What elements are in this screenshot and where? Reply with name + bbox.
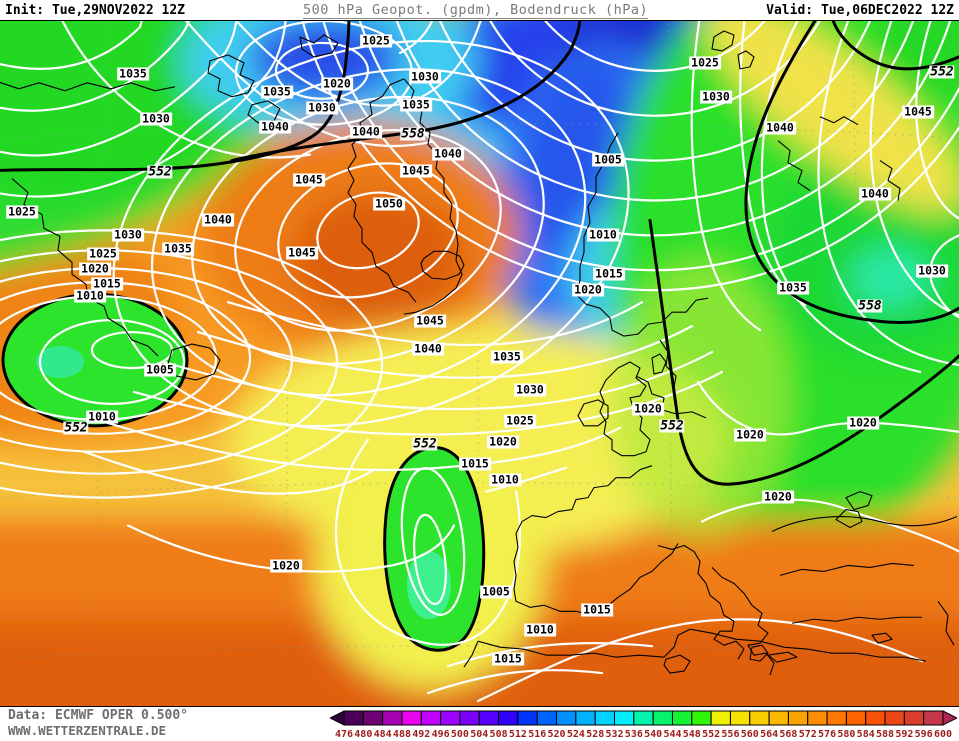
colorbar-segment [729,710,751,726]
chart-footer: Data: ECMWF OPER 0.500° WWW.WETTERZENTRA… [0,707,959,741]
colorbar-tick-label: 552 [702,729,720,740]
colorbar-tick-label: 560 [741,729,759,740]
colorbar-segment [478,710,500,726]
colorbar-segment [826,710,847,726]
colorbar-segment [440,710,461,726]
colorbar-segment [691,710,712,726]
geopotential-colorbar: 476 480 484 488 492 496 500 504 508 512 516 520 524 5… [330,710,957,740]
colorbar-tick-label: 528 [586,729,604,740]
weather-map: 1025 1030 1035 1025 1020 1015 1010 1005 1010 1035… [0,20,959,707]
valid-datetime: Valid: Tue,06DEC2022 12Z [766,2,954,18]
colorbar-segment [768,710,789,726]
colorbar-tick-label: 580 [837,729,855,740]
colorbar-tick-label: 480 [354,729,372,740]
colorbar-segment [536,710,558,726]
colorbar-segment [401,710,422,726]
colorbar-tick-label: 536 [625,729,643,740]
colorbar-tick-label: 476 [335,729,353,740]
colorbar-segment [459,710,480,726]
colorbar-tick-label: 600 [934,729,952,740]
colorbar-tick-label: 504 [470,729,488,740]
colorbar-segment [923,710,944,726]
colorbar-segment [362,710,384,726]
colorbar-segment [575,710,596,726]
colorbar-tick-label: 492 [412,729,430,740]
colorbar-tick-label: 484 [374,729,392,740]
colorbar-tick-label: 508 [490,729,508,740]
weather-map-canvas [0,21,959,706]
colorbar-segment [807,710,828,726]
colorbar-segment [710,710,731,726]
colorbar-tick-label: 500 [451,729,469,740]
colorbar-tick-label: 584 [857,729,875,740]
colorbar-tick-label: 588 [876,729,894,740]
colorbar-tick-label: 592 [895,729,913,740]
colorbar-tick-label: 596 [915,729,933,740]
isobar-lines [0,21,959,703]
colorbar-segment [614,710,635,726]
colorbar-tick-label: 512 [509,729,527,740]
colorbar-segment [903,710,925,726]
colorbar-tick-label: 524 [567,729,585,740]
colorbar-tick-label: 556 [721,729,739,740]
colorbar-left-arrow [330,710,345,726]
colorbar-tick-label: 496 [432,729,450,740]
height-contours [0,21,959,486]
colorbar-segment [671,710,693,726]
colorbar-segment [652,710,673,726]
colorbar-segment [594,710,616,726]
colorbar-tick-label: 540 [644,729,662,740]
data-source: Data: ECMWF OPER 0.500° [8,708,189,723]
colorbar-segment [884,710,905,726]
colorbar-segment [749,710,770,726]
colorbar-tick-label: 576 [818,729,836,740]
colorbar-tick-label: 516 [528,729,546,740]
chart-title: 500 hPa Geopot. (gpdm), Bodendruck (hPa) [303,1,649,19]
cutoff-low-west-atlantic [1,292,189,428]
colorbar-tick-label: 568 [779,729,797,740]
colorbar-segment [787,710,809,726]
website-credit: WWW.WETTERZENTRALE.DE [8,723,167,738]
colorbar-tick-label: 544 [663,729,681,740]
colorbar-tick-label: 520 [548,729,566,740]
chart-header: Init: Tue,29NOV2022 12Z 500 hPa Geopot. … [0,0,959,20]
colorbar-tick-label: 532 [605,729,623,740]
colorbar-tick-label: 572 [799,729,817,740]
colorbar-segment [845,710,867,726]
colorbar-segment [865,710,886,726]
colorbar-segment [556,710,577,726]
colorbar-tick-label: 548 [683,729,701,740]
colorbar-segment [498,710,519,726]
colorbar-segment [343,710,364,726]
init-datetime: Init: Tue,29NOV2022 12Z [5,2,186,18]
colorbar-segment [517,710,538,726]
colorbar-tick-label: 488 [393,729,411,740]
colorbar-tick-label: 564 [760,729,778,740]
colorbar-segment [382,710,403,726]
colorbar-segment [420,710,442,726]
colorbar-segment [633,710,654,726]
colorbar-right-arrow [942,710,957,726]
